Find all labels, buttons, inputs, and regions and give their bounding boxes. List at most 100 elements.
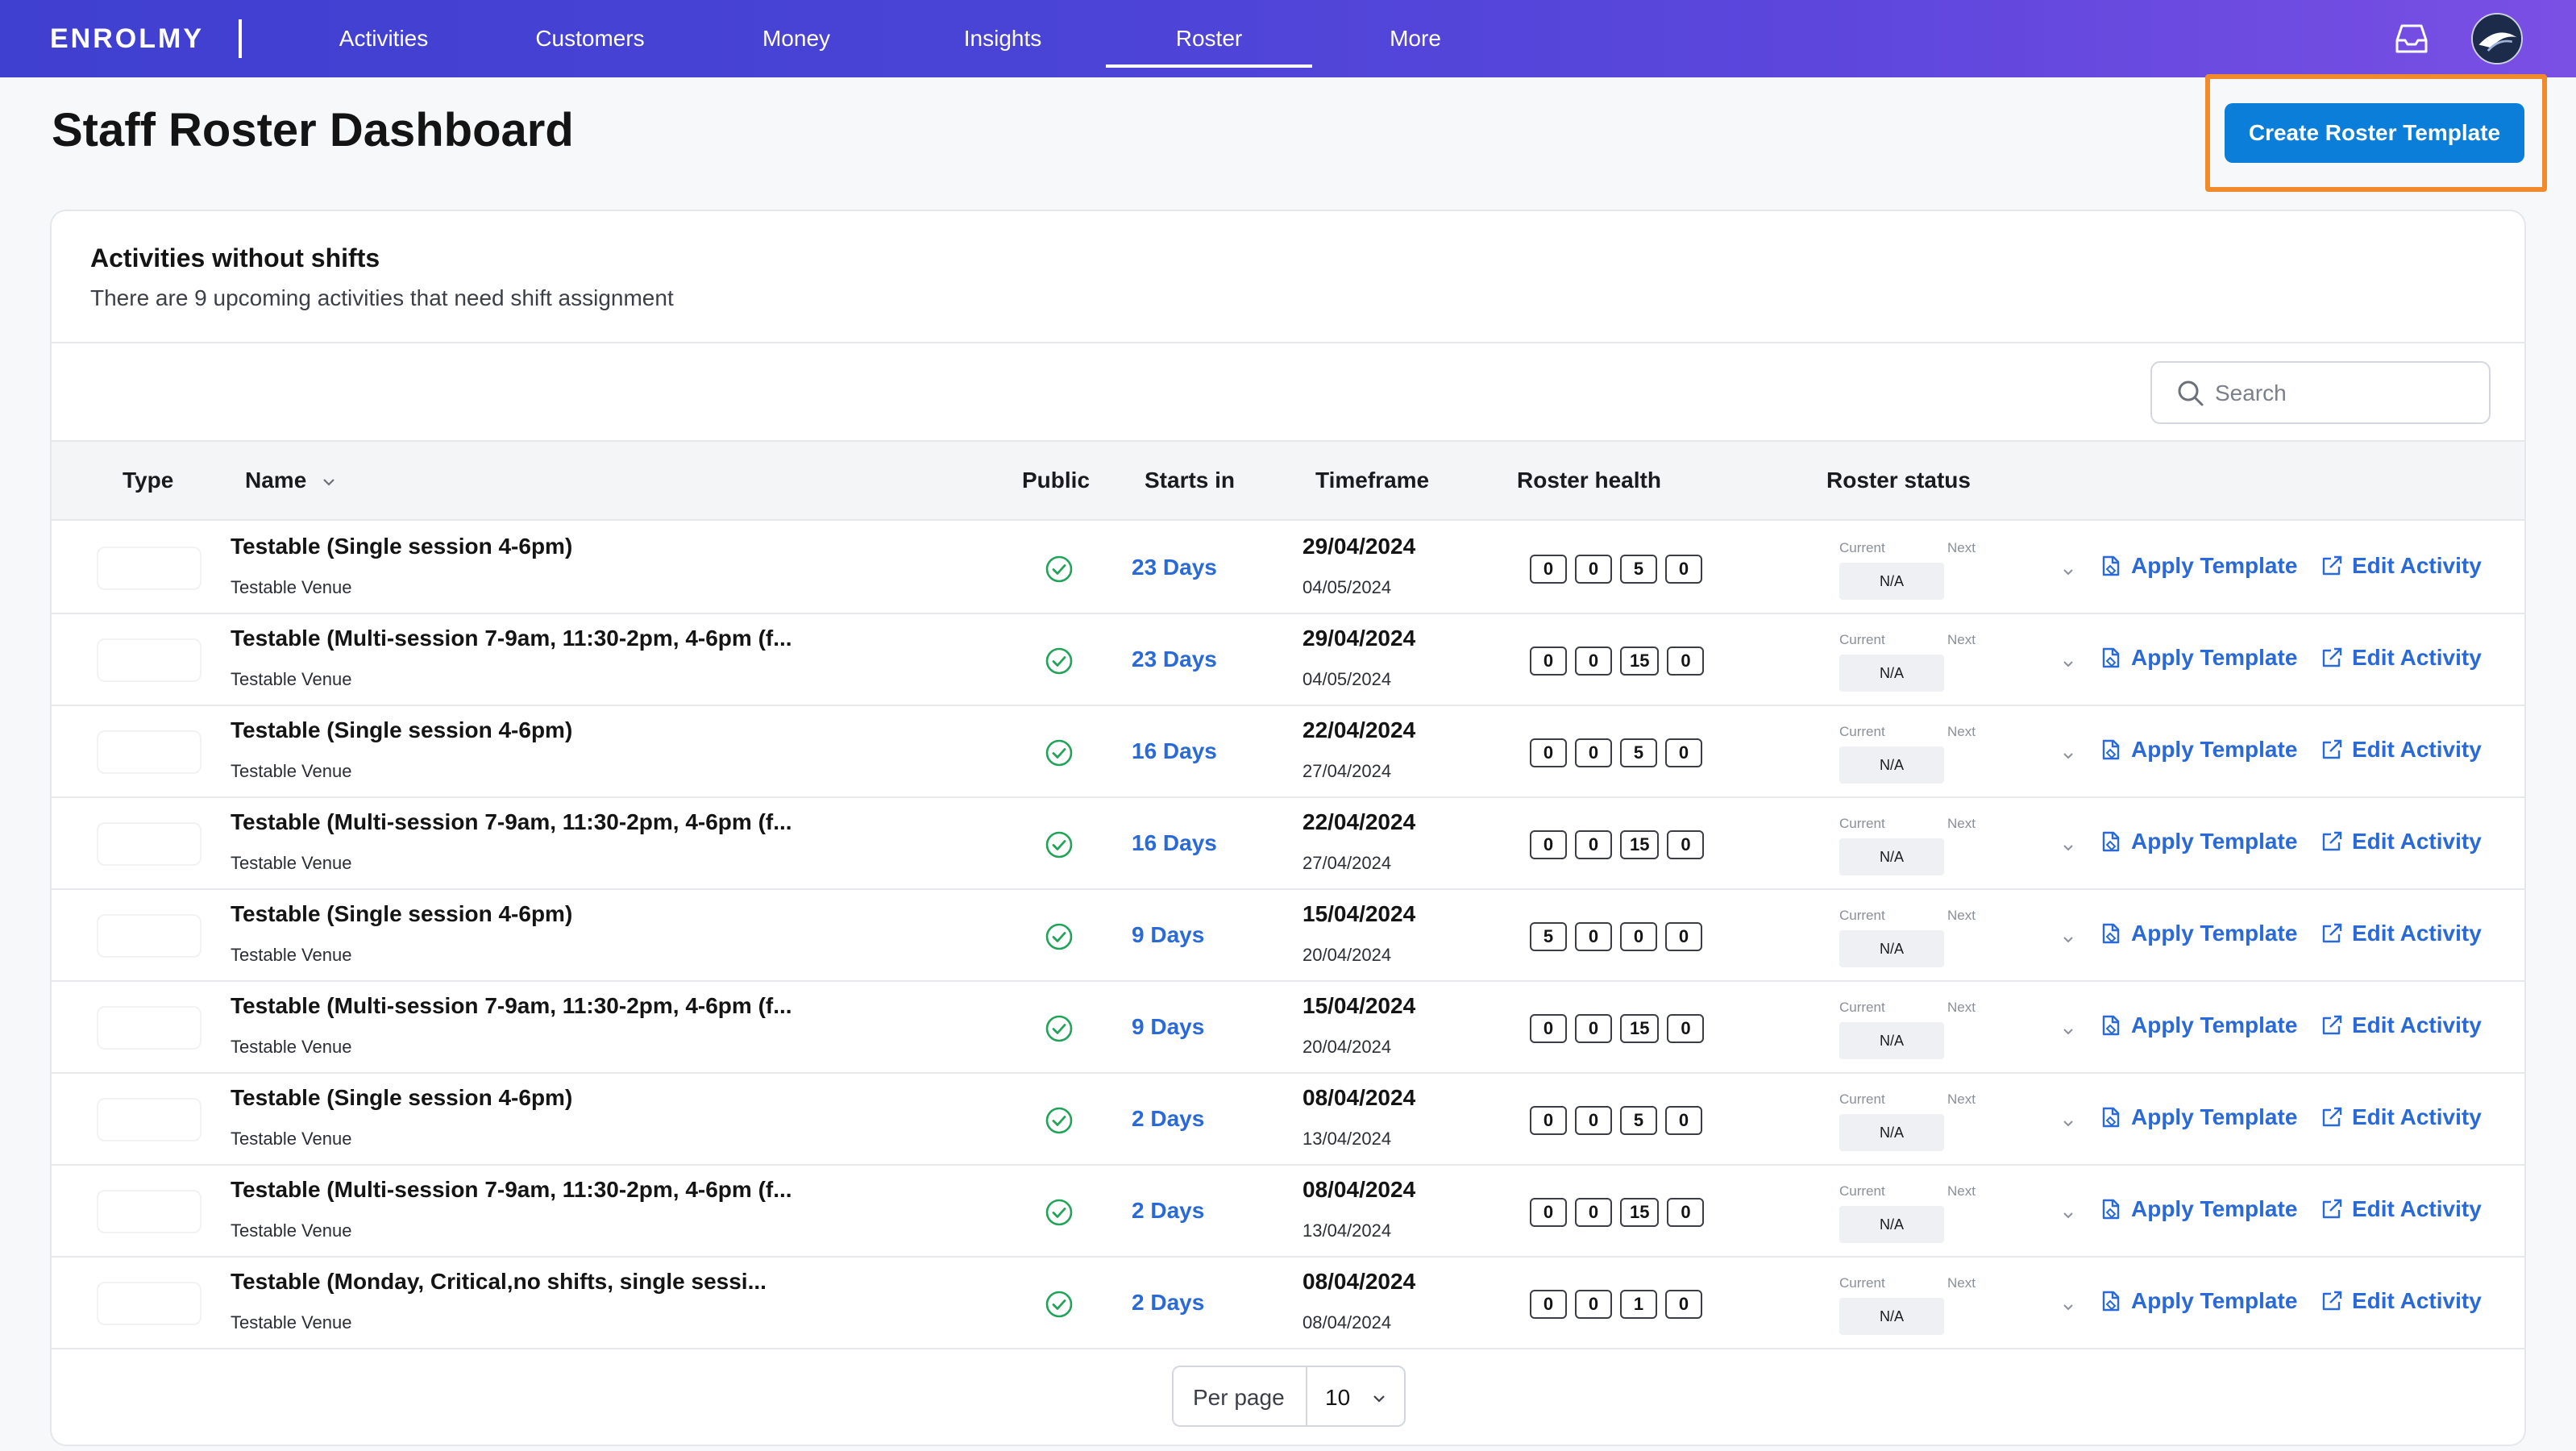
apply-template-label: Apply Template xyxy=(2131,1288,2298,1313)
edit-activity-button[interactable]: Edit Activity xyxy=(2320,737,2482,763)
activity-type-thumbnail xyxy=(97,822,202,866)
table-row[interactable]: Testable (Monday, Critical,no shifts, si… xyxy=(52,1258,2524,1349)
health-count: 0 xyxy=(1530,647,1567,676)
apply-template-icon xyxy=(2099,646,2123,670)
activity-name[interactable]: Testable (Multi-session 7-9am, 11:30-2pm… xyxy=(231,993,792,1018)
table-row[interactable]: Testable (Single session 4-6pm) Testable… xyxy=(52,706,2524,798)
apply-template-button[interactable]: Apply Template xyxy=(2099,553,2297,579)
chevron-down-icon[interactable] xyxy=(2060,748,2076,764)
per-page-selector[interactable]: Per page 10 xyxy=(1172,1366,1406,1427)
activity-name[interactable]: Testable (Multi-session 7-9am, 11:30-2pm… xyxy=(231,1177,792,1202)
nav-item-activities[interactable]: Activities xyxy=(339,26,429,51)
apply-template-button[interactable]: Apply Template xyxy=(2099,645,2297,671)
status-current-value: N/A xyxy=(1839,1114,1944,1151)
table-row[interactable]: Testable (Multi-session 7-9am, 11:30-2pm… xyxy=(52,1166,2524,1258)
external-link-icon xyxy=(2320,1197,2344,1221)
status-current-label: Current xyxy=(1839,540,1885,555)
apply-template-button[interactable]: Apply Template xyxy=(2099,921,2297,946)
health-count: 5 xyxy=(1620,555,1657,584)
status-current-label: Current xyxy=(1839,1183,1885,1199)
chevron-down-icon[interactable] xyxy=(2060,656,2076,672)
search-box[interactable] xyxy=(2150,361,2491,424)
health-count: 0 xyxy=(1665,555,1702,584)
timeframe-start: 08/04/2024 xyxy=(1303,1269,1416,1294)
nav-item-customers[interactable]: Customers xyxy=(535,26,645,51)
external-link-icon xyxy=(2320,829,2344,854)
page-title: Staff Roster Dashboard xyxy=(52,104,574,156)
chevron-down-icon[interactable] xyxy=(2060,1299,2076,1316)
timeframe-start: 08/04/2024 xyxy=(1303,1177,1416,1202)
header-name[interactable]: Name xyxy=(245,468,337,493)
chevron-down-icon xyxy=(323,478,334,486)
edit-activity-button[interactable]: Edit Activity xyxy=(2320,829,2482,854)
health-count: 0 xyxy=(1530,738,1567,767)
table-row[interactable]: Testable (Single session 4-6pm) Testable… xyxy=(52,1074,2524,1166)
apply-template-button[interactable]: Apply Template xyxy=(2099,1196,2297,1222)
activity-name[interactable]: Testable (Single session 4-6pm) xyxy=(231,901,573,926)
check-circle-icon xyxy=(1045,738,1074,767)
activity-name[interactable]: Testable (Multi-session 7-9am, 11:30-2pm… xyxy=(231,626,792,651)
avatar[interactable] xyxy=(2471,13,2523,64)
activity-venue: Testable Venue xyxy=(231,761,352,781)
apply-template-label: Apply Template xyxy=(2131,829,2298,854)
table-row[interactable]: Testable (Multi-session 7-9am, 11:30-2pm… xyxy=(52,614,2524,706)
status-current-value: N/A xyxy=(1839,1298,1944,1335)
edit-activity-button[interactable]: Edit Activity xyxy=(2320,1288,2482,1314)
chevron-down-icon[interactable] xyxy=(2060,840,2076,856)
chevron-down-icon[interactable] xyxy=(2060,564,2076,580)
apply-template-button[interactable]: Apply Template xyxy=(2099,1012,2297,1038)
roster-health: 0 0 15 0 xyxy=(1530,647,1705,676)
chevron-down-icon[interactable] xyxy=(2060,1116,2076,1132)
health-count: 5 xyxy=(1530,922,1567,951)
activity-name[interactable]: Testable (Single session 4-6pm) xyxy=(231,717,573,742)
chevron-down-icon[interactable] xyxy=(2060,1024,2076,1040)
chevron-down-icon[interactable] xyxy=(2060,1208,2076,1224)
nav-item-insights[interactable]: Insights xyxy=(963,26,1042,51)
check-circle-icon xyxy=(1045,922,1074,951)
nav-item-roster[interactable]: Roster xyxy=(1106,0,1312,77)
edit-activity-button[interactable]: Edit Activity xyxy=(2320,645,2482,671)
activity-name[interactable]: Testable (Single session 4-6pm) xyxy=(231,1085,573,1110)
edit-activity-button[interactable]: Edit Activity xyxy=(2320,1012,2482,1038)
apply-template-button[interactable]: Apply Template xyxy=(2099,829,2297,854)
apply-template-button[interactable]: Apply Template xyxy=(2099,1104,2297,1130)
health-count: 15 xyxy=(1620,1198,1660,1227)
status-current-label: Current xyxy=(1839,632,1885,647)
per-page-value[interactable]: 10 xyxy=(1325,1385,1351,1410)
activity-name[interactable]: Testable (Multi-session 7-9am, 11:30-2pm… xyxy=(231,809,792,834)
logo-divider xyxy=(239,19,242,58)
edit-activity-button[interactable]: Edit Activity xyxy=(2320,1104,2482,1130)
search-input[interactable] xyxy=(2215,376,2473,411)
logo[interactable]: ENROLMY xyxy=(50,23,204,54)
timeframe-end: 08/04/2024 xyxy=(1303,1312,1392,1333)
apply-template-button[interactable]: Apply Template xyxy=(2099,1288,2297,1314)
create-roster-template-button[interactable]: Create Roster Template xyxy=(2225,103,2524,163)
chevron-down-icon[interactable] xyxy=(2060,932,2076,948)
table-row[interactable]: Testable (Multi-session 7-9am, 11:30-2pm… xyxy=(52,798,2524,890)
activity-name[interactable]: Testable (Monday, Critical,no shifts, si… xyxy=(231,1269,767,1294)
per-page-divider xyxy=(1306,1367,1307,1425)
edit-activity-button[interactable]: Edit Activity xyxy=(2320,921,2482,946)
table-row[interactable]: Testable (Single session 4-6pm) Testable… xyxy=(52,890,2524,982)
activity-name[interactable]: Testable (Single session 4-6pm) xyxy=(231,534,573,559)
edit-activity-button[interactable]: Edit Activity xyxy=(2320,553,2482,579)
health-count: 5 xyxy=(1620,738,1657,767)
table-row[interactable]: Testable (Single session 4-6pm) Testable… xyxy=(52,522,2524,614)
health-count: 0 xyxy=(1530,1014,1567,1043)
status-current-value: N/A xyxy=(1839,563,1944,600)
edit-activity-button[interactable]: Edit Activity xyxy=(2320,1196,2482,1222)
nav-item-money[interactable]: Money xyxy=(762,26,831,51)
health-count: 0 xyxy=(1667,1014,1705,1043)
apply-template-button[interactable]: Apply Template xyxy=(2099,737,2297,763)
starts-in: 2 Days xyxy=(1132,1106,1205,1131)
table-row[interactable]: Testable (Multi-session 7-9am, 11:30-2pm… xyxy=(52,982,2524,1074)
inbox-icon[interactable] xyxy=(2394,23,2429,55)
health-count: 0 xyxy=(1665,922,1702,951)
edit-activity-label: Edit Activity xyxy=(2352,1196,2482,1221)
chevron-down-icon[interactable] xyxy=(1370,1390,1388,1407)
nav-item-more[interactable]: More xyxy=(1390,26,1441,51)
edit-activity-label: Edit Activity xyxy=(2352,921,2482,946)
status-next-label: Next xyxy=(1947,1091,1976,1107)
